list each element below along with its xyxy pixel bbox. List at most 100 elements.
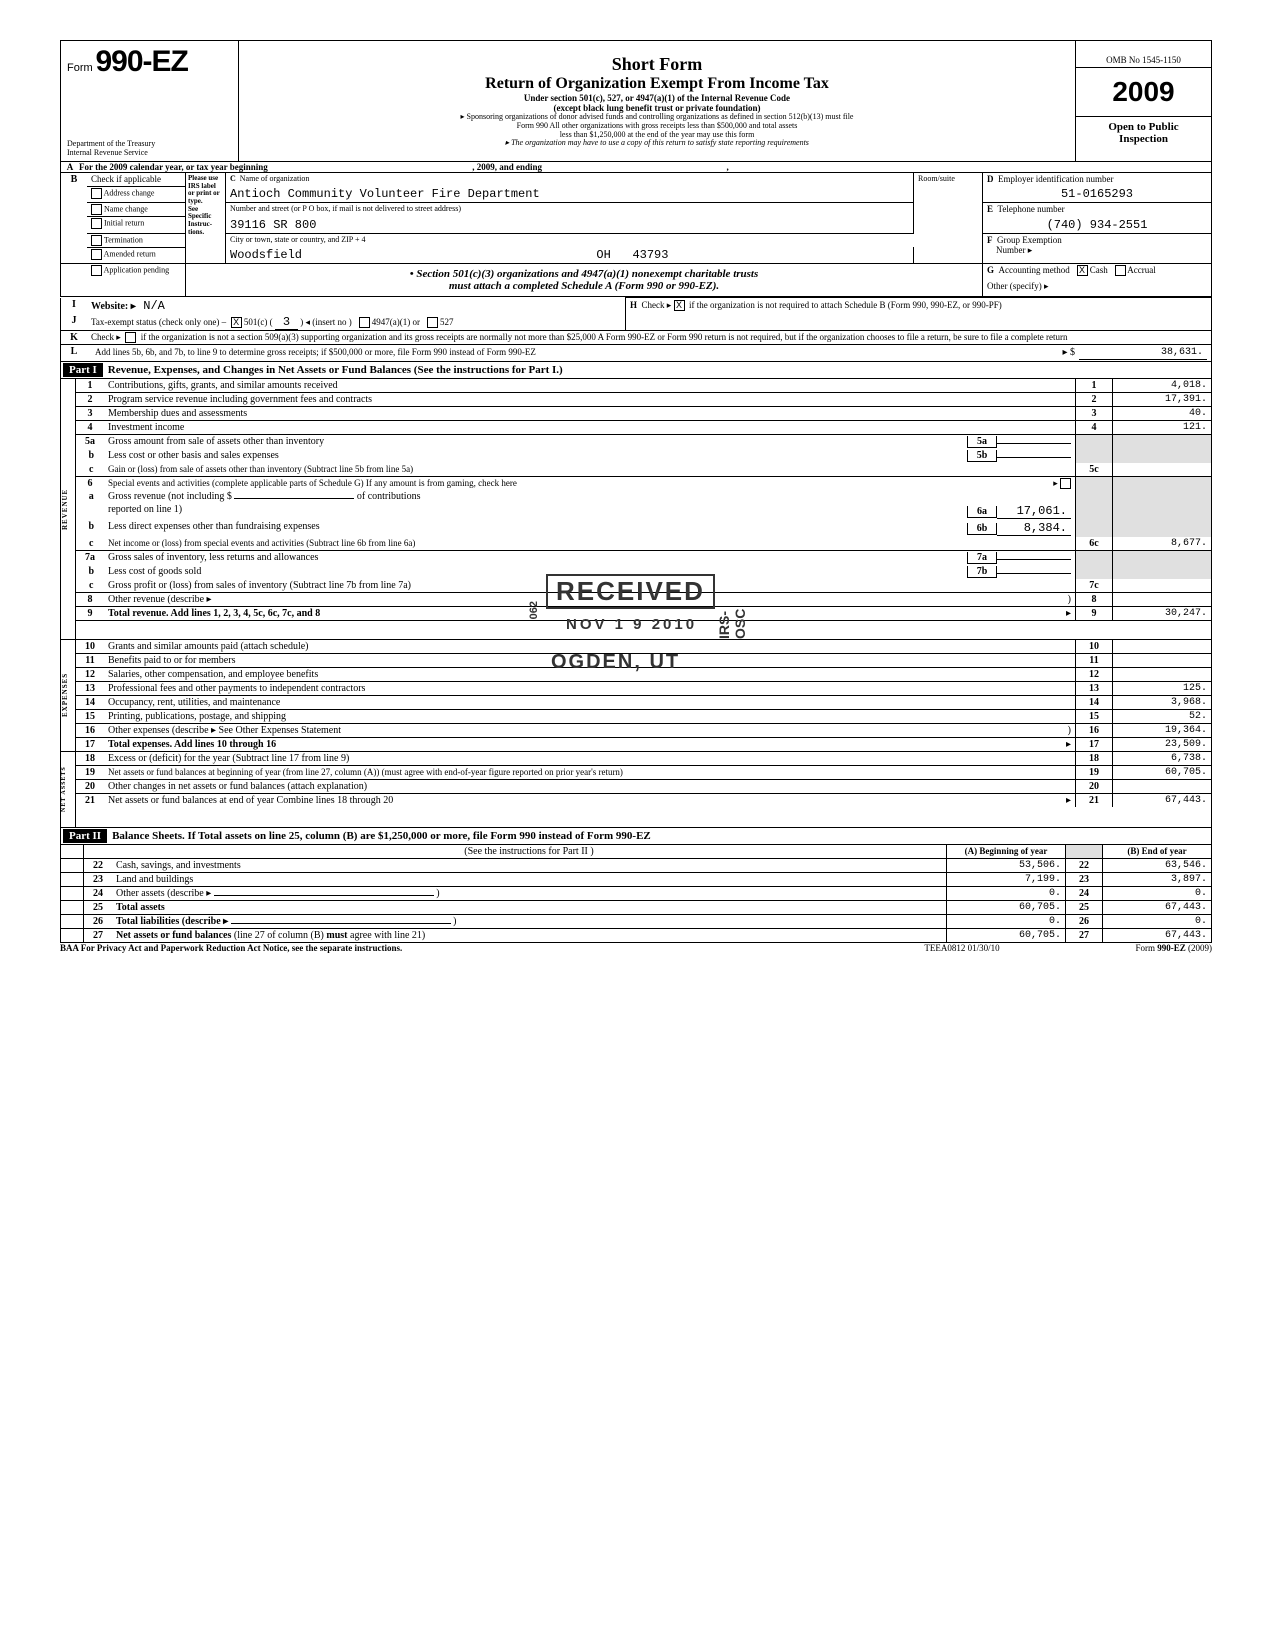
part-2-title: Balance Sheets. If Total assets on line … xyxy=(112,830,651,842)
part-1-expenses: EXPENSES 10Grants and similar amounts pa… xyxy=(60,640,1212,752)
letter-b: B xyxy=(61,173,88,186)
gross-receipts: 38,631. xyxy=(1079,346,1207,360)
line-16-amt: 19,364. xyxy=(1113,723,1212,737)
check-4947[interactable] xyxy=(359,317,370,328)
ein: 51-0165293 xyxy=(983,186,1212,203)
letter-i: I xyxy=(61,298,88,314)
line-2-amt: 17,391. xyxy=(1113,392,1212,406)
dept-irs: Internal Revenue Service xyxy=(67,148,232,157)
part-1-title: Revenue, Expenses, and Changes in Net As… xyxy=(108,364,563,376)
line-24a: 0. xyxy=(947,886,1066,900)
part-1-net-assets: NET ASSETS 18Excess or (deficit) for the… xyxy=(60,752,1212,828)
omb-number: OMB No 1545-1150 xyxy=(1076,53,1211,68)
line-13-amt: 125. xyxy=(1113,681,1212,695)
line-14-amt: 3,968. xyxy=(1113,695,1212,709)
line-10-amt xyxy=(1113,640,1212,654)
check-termination[interactable] xyxy=(91,235,102,246)
line-22a: 53,506. xyxy=(947,858,1066,872)
org-name: Antioch Community Volunteer Fire Departm… xyxy=(226,186,914,203)
fine-4: ▸ The organization may have to use a cop… xyxy=(245,139,1069,148)
telephone: (740) 934-2551 xyxy=(983,217,1212,234)
line-24b: 0. xyxy=(1103,886,1212,900)
city-state-zip: Woodsfield OH 43793 xyxy=(226,247,914,264)
letter-j: J xyxy=(61,314,88,331)
check-gaming[interactable] xyxy=(1060,478,1071,489)
line-12-amt xyxy=(1113,667,1212,681)
line-7a-amt xyxy=(997,559,1071,560)
short-form-title: Short Form xyxy=(245,54,1069,75)
check-accrual[interactable] xyxy=(1115,265,1126,276)
check-amended[interactable] xyxy=(91,249,102,260)
part-2: Part II Balance Sheets. If Total assets … xyxy=(60,828,1212,943)
expenses-side-label: EXPENSES xyxy=(61,640,69,750)
check-527[interactable] xyxy=(427,317,438,328)
irs-label-instr: Please use IRS label or print or type. S… xyxy=(186,173,226,264)
line-20-amt xyxy=(1113,779,1212,793)
website: N/A xyxy=(143,299,165,313)
dept-treasury: Department of the Treasury xyxy=(67,139,232,148)
line-9-amt: 30,247. xyxy=(1113,607,1212,621)
letter-l: L xyxy=(61,344,88,361)
check-name-change[interactable] xyxy=(91,204,102,215)
main-title: Return of Organization Exempt From Incom… xyxy=(245,75,1069,93)
revenue-side-label: REVENUE xyxy=(61,379,69,639)
line-26b: 0. xyxy=(1103,914,1212,928)
part-1-label: Part I xyxy=(63,363,103,377)
check-schedule-b[interactable]: X xyxy=(674,300,685,311)
line-23a: 7,199. xyxy=(947,872,1066,886)
line-5a-amt xyxy=(997,443,1071,444)
letter-k: K xyxy=(61,330,88,344)
tax-year: 2009 xyxy=(1076,68,1211,117)
net-assets-side-label: NET ASSETS xyxy=(61,752,67,827)
footer-form: Form 990-EZ (2009) xyxy=(1062,943,1212,953)
line-6a-amt: 17,061. xyxy=(997,504,1071,519)
footer-baa: BAA For Privacy Act and Paperwork Reduct… xyxy=(60,943,862,953)
line-17-amt: 23,509. xyxy=(1113,737,1212,751)
part-1: Part I Revenue, Expenses, and Changes in… xyxy=(60,362,1212,640)
row-a: A For the 2009 calendar year, or tax yea… xyxy=(60,162,1212,173)
letter-e: E xyxy=(987,204,993,214)
line-3-amt: 40. xyxy=(1113,406,1212,420)
line-5c-amt xyxy=(1113,463,1212,477)
subtitle-1: Under section 501(c), 527, or 4947(a)(1)… xyxy=(245,93,1069,103)
line-27b: 67,443. xyxy=(1103,928,1212,942)
section-501-note: • Section 501(c)(3) organizations and 49… xyxy=(186,264,983,297)
form-number: Form 990-EZ xyxy=(67,45,232,79)
form-header: Form 990-EZ Department of the Treasury I… xyxy=(60,40,1212,162)
line-27a: 60,705. xyxy=(947,928,1066,942)
line-1-amt: 4,018. xyxy=(1113,379,1212,393)
letter-a: A xyxy=(61,162,80,173)
line-11-amt xyxy=(1113,653,1212,667)
line-21-amt: 67,443. xyxy=(1113,793,1212,807)
letter-f: F xyxy=(987,235,993,245)
check-509a3[interactable] xyxy=(125,332,136,343)
check-address-change[interactable] xyxy=(91,188,102,199)
line-25a: 60,705. xyxy=(947,900,1066,914)
line-6c-amt: 8,677. xyxy=(1113,537,1212,551)
open-public: Open to PublicInspection xyxy=(1076,117,1211,149)
letter-g: G xyxy=(987,265,994,275)
check-cash[interactable]: X xyxy=(1077,265,1088,276)
line-5b-amt xyxy=(997,457,1071,458)
header-block: B Check if applicable Please use IRS lab… xyxy=(60,173,1212,297)
line-19-amt: 60,705. xyxy=(1113,765,1212,779)
footer-code: TEEA0812 01/30/10 xyxy=(862,943,1062,953)
check-initial-return[interactable] xyxy=(91,218,102,229)
line-26a: 0. xyxy=(947,914,1066,928)
letter-h: H xyxy=(630,300,637,310)
line-23b: 3,897. xyxy=(1103,872,1212,886)
501c-number: 3 xyxy=(275,315,298,330)
rows-ijk: I Website: ▸ N/A H Check ▸ X if the orga… xyxy=(60,297,1212,362)
footer: BAA For Privacy Act and Paperwork Reduct… xyxy=(60,943,1212,953)
line-8-amt xyxy=(1113,593,1212,607)
check-501c[interactable]: X xyxy=(231,317,242,328)
street-address: 39116 SR 800 xyxy=(226,217,914,234)
line-6b-amt: 8,384. xyxy=(997,521,1071,536)
letter-c: C xyxy=(230,174,236,183)
line-7b-amt xyxy=(997,573,1071,574)
line-7c-amt xyxy=(1113,579,1212,593)
check-app-pending[interactable] xyxy=(91,265,102,276)
line-25b: 67,443. xyxy=(1103,900,1212,914)
part-2-label: Part II xyxy=(63,829,107,843)
letter-d: D xyxy=(987,174,994,184)
